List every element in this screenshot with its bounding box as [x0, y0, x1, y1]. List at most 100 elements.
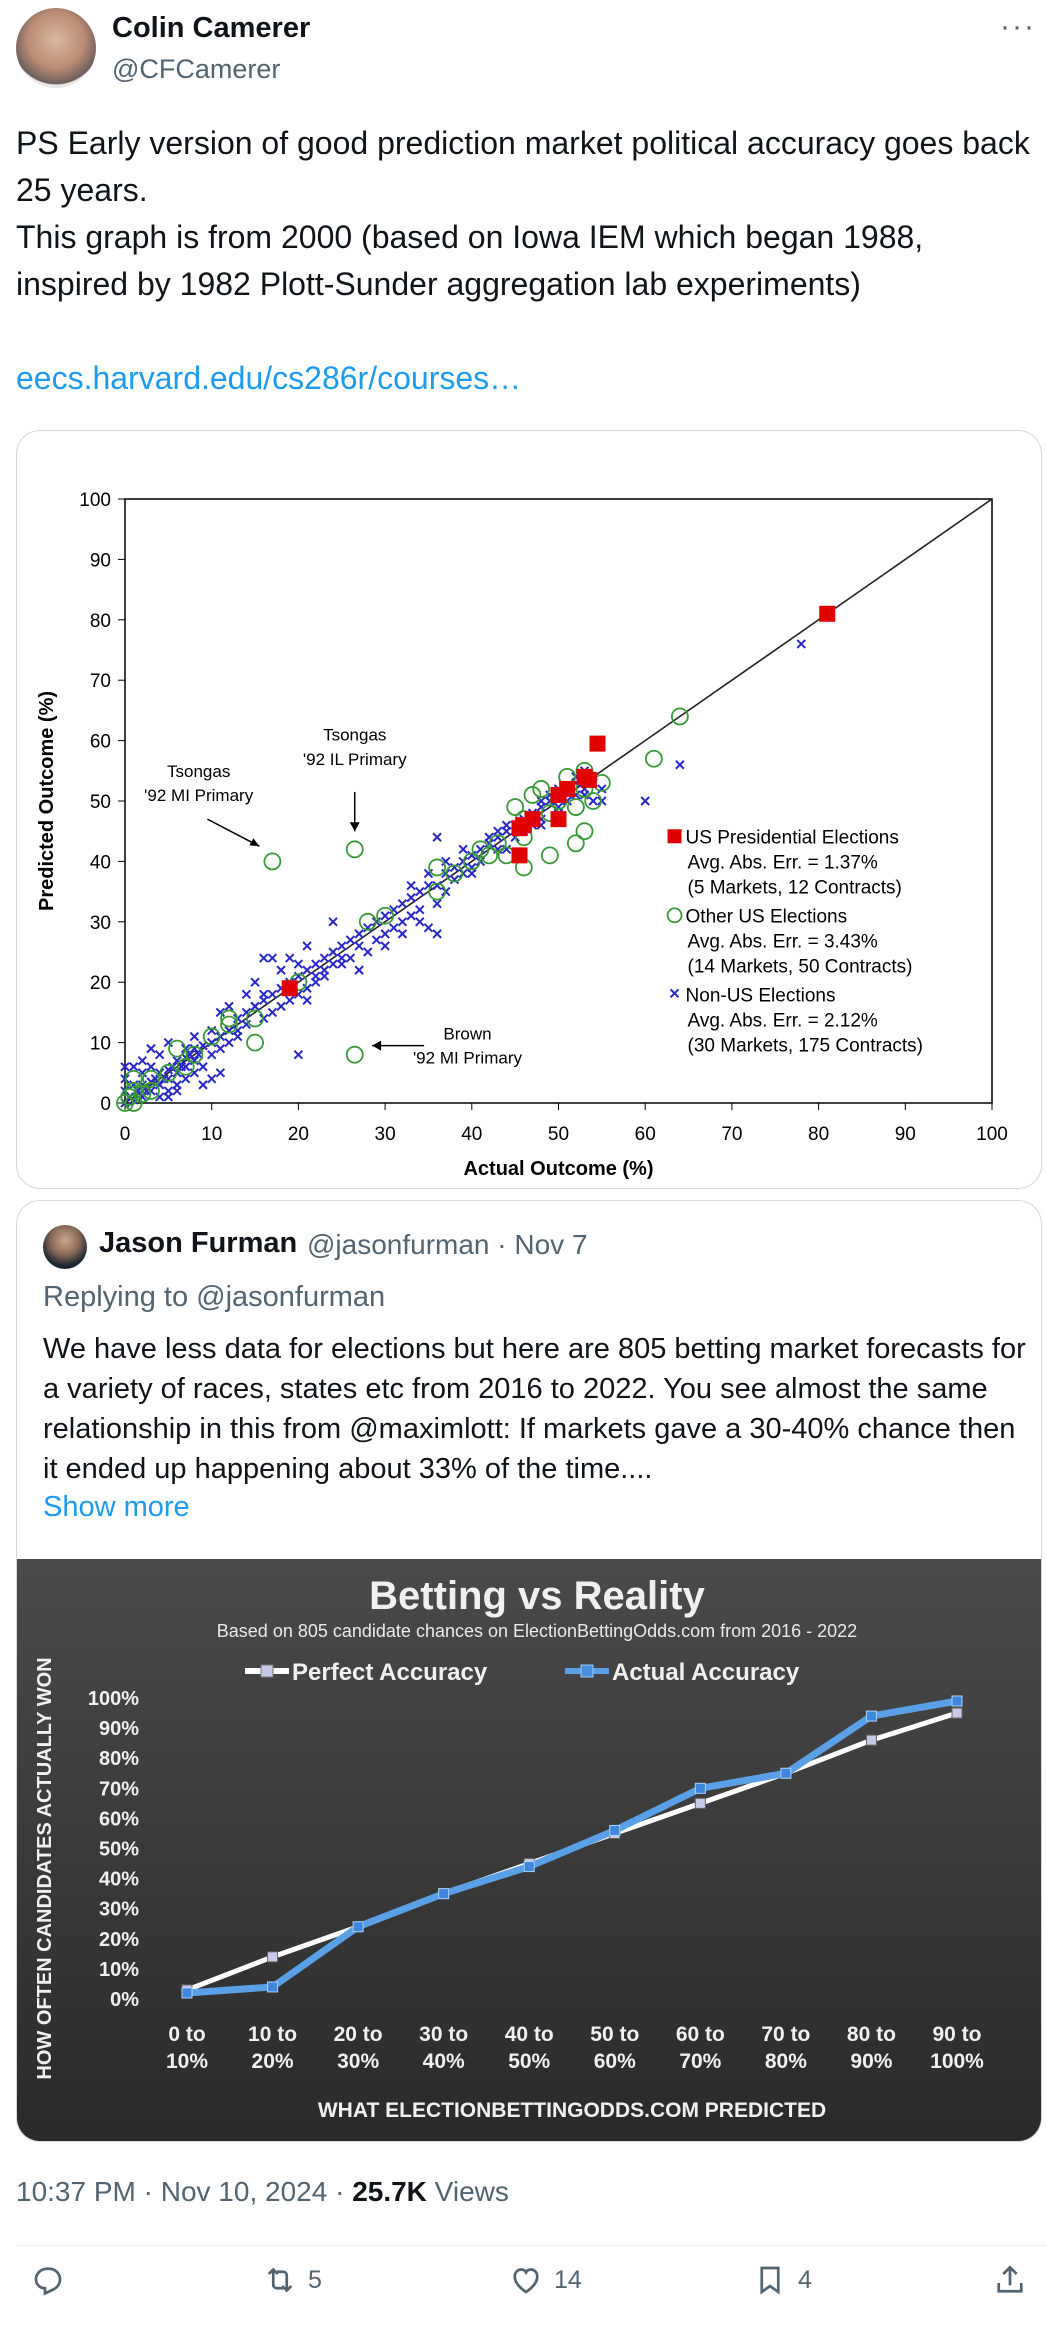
legend-label: US Presidential Elections [686, 827, 899, 848]
x-tick-label: 20 to [334, 2023, 383, 2046]
quote-author-name[interactable]: Jason Furman [99, 1227, 298, 1259]
non-us-point [189, 1056, 200, 1066]
actual-accuracy-line [186, 1697, 958, 1997]
legend-label: Actual Accuracy [612, 1659, 800, 1686]
other-us-point [246, 1033, 264, 1052]
like-button[interactable]: 14 [508, 2262, 582, 2298]
legend-label: Non-US Elections [686, 985, 836, 1006]
non-us-point [536, 796, 546, 806]
non-us-point [597, 784, 607, 794]
share-button[interactable] [992, 2262, 1028, 2298]
non-us-point [206, 1074, 217, 1084]
perfect-accuracy-point [267, 1951, 279, 1963]
tweet-text-line: This graph is from 2000 (based on Iowa I… [16, 219, 924, 302]
x-tick-label: 20% [252, 2050, 294, 2073]
author-avatar[interactable] [16, 8, 96, 88]
annotation-label: '92 MI Primary [413, 1049, 523, 1068]
non-us-point [475, 844, 486, 855]
non-us-point [302, 965, 312, 975]
non-us-point [293, 959, 304, 969]
actual-accuracy-point [951, 1695, 963, 1707]
author-handle[interactable]: @CFCamerer [112, 54, 281, 84]
non-us-point [163, 1074, 174, 1084]
heart-icon [513, 2268, 539, 2294]
ellipsis-icon[interactable]: ··· [1000, 10, 1036, 43]
reply-button[interactable] [30, 2262, 76, 2298]
quote-author-handle[interactable]: @jasonfurman · Nov 7 [307, 1229, 588, 1260]
y-axis-label: Predicted Outcome (%) [36, 691, 58, 911]
chart-title: Betting vs Reality [369, 1574, 705, 1618]
non-us-point [241, 1007, 252, 1018]
other-us-point [202, 1027, 221, 1046]
x-tick-label: 90 to [932, 2023, 981, 2046]
perfect-accuracy-point [865, 1734, 877, 1746]
non-us-point [441, 856, 451, 867]
other-us-point [345, 840, 364, 859]
other-us-point [142, 1082, 160, 1100]
non-us-point [311, 959, 321, 969]
non-us-point [345, 935, 356, 945]
y-tick-label: 30% [99, 1899, 139, 1921]
author-name[interactable]: Colin Camerer [112, 12, 311, 44]
x-tick-label: 30 [375, 1124, 396, 1145]
retweet-button[interactable]: 5 [262, 2262, 322, 2298]
non-us-point [224, 1037, 234, 1048]
non-us-point [224, 1001, 234, 1012]
other-us-point [168, 1039, 186, 1058]
quote-author-avatar[interactable] [43, 1225, 87, 1269]
non-us-point [493, 826, 503, 836]
quoted-tweet[interactable]: Jason Furman @jasonfurman · Nov 7 Replyi… [16, 1200, 1042, 2142]
non-us-point [163, 1037, 174, 1048]
x-tick-label: 20 [288, 1124, 309, 1145]
reply-icon [34, 2267, 62, 2296]
presidential-point [559, 780, 576, 797]
non-us-point [432, 929, 442, 939]
y-tick-label: 20% [99, 1929, 139, 1951]
other-us-point [176, 1057, 195, 1076]
retweet-icon [267, 2267, 293, 2293]
betting-chart-image[interactable]: Betting vs Reality Based on 805 candidate… [17, 1559, 1041, 2141]
non-us-point [363, 947, 373, 957]
non-us-point [675, 760, 685, 770]
legend-detail: (14 Markets, 50 Contracts) [688, 956, 913, 977]
non-us-point [423, 923, 434, 933]
divider [16, 2245, 1046, 2246]
non-us-point [302, 995, 312, 1006]
non-us-point [354, 929, 364, 939]
timestamp[interactable]: 10:37 PM · Nov 10, 2024 · [16, 2176, 353, 2207]
non-us-point [285, 953, 295, 963]
actual-accuracy-point [523, 1861, 535, 1873]
annotation-arrowhead [349, 822, 360, 832]
non-us-point [328, 959, 338, 969]
x-tick-label: 40 to [505, 2023, 554, 2046]
other-us-point [116, 1094, 134, 1112]
other-us-point [488, 834, 507, 853]
non-us-point [796, 639, 806, 649]
show-more-link[interactable]: Show more [43, 1491, 190, 1523]
other-us-point [263, 852, 282, 871]
x-axis-label: Actual Outcome (%) [463, 1158, 653, 1180]
non-us-point [328, 917, 338, 927]
scatter-chart-image[interactable]: 0 10 20 30 40 50 60 70 80 90 100 0 10 20 30 40 50 60 70 80 9… [16, 430, 1042, 1189]
x-tick-label: 40 [461, 1124, 482, 1145]
bookmark-button[interactable]: 4 [752, 2262, 812, 2298]
non-us-point [397, 929, 408, 939]
annotation-arrowhead [249, 838, 260, 847]
scatter-chart: 0 10 20 30 40 50 60 70 80 90 100 0 10 20 30 40 50 60 70 80 9… [36, 490, 1008, 1180]
non-us-point [501, 844, 512, 855]
non-us-point [276, 1001, 286, 1012]
non-us-point [423, 880, 434, 891]
other-us-point [445, 864, 464, 883]
non-us-point [380, 929, 390, 939]
legend-marker [669, 988, 680, 998]
non-us-point [354, 941, 364, 951]
legend-marker [667, 829, 682, 844]
other-us-point [185, 1045, 204, 1064]
other-us-point [506, 798, 525, 816]
other-us-point [566, 798, 585, 816]
presidential-point [589, 735, 606, 752]
tweet-link[interactable]: eecs.harvard.edu/cs286r/courses… [16, 360, 522, 396]
presidential-point [281, 980, 298, 997]
non-us-point [458, 844, 468, 855]
x-tick-label: 50% [508, 2050, 550, 2073]
